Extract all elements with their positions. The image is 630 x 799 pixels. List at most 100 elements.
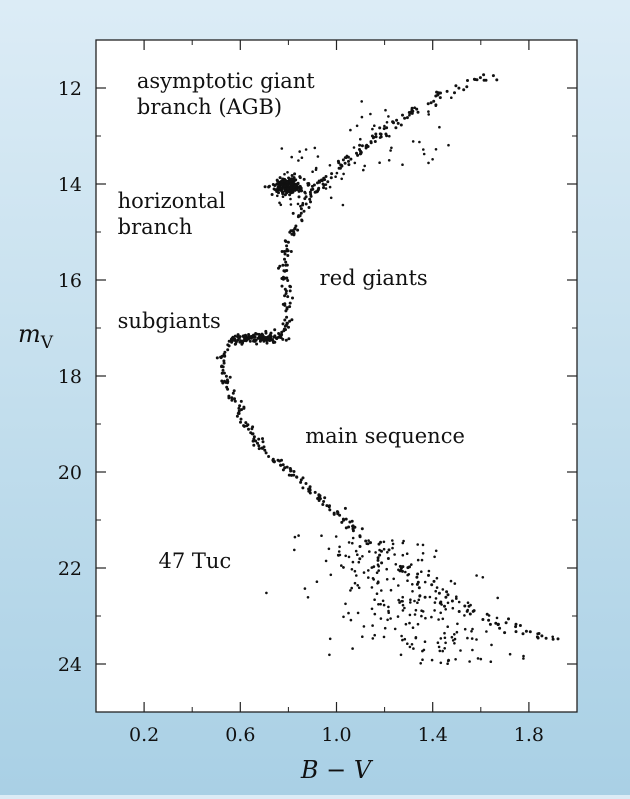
star-point [434,104,438,107]
star-point [294,178,297,182]
star-point [496,622,500,626]
annotation-agb: asymptotic giant branch (AGB) [137,69,315,119]
star-point [377,569,381,572]
star-point [383,626,387,630]
star-point [308,485,312,489]
star-point [233,399,237,403]
star-point [324,175,328,178]
star-point [312,183,316,187]
star-point [453,633,456,636]
star-point [264,331,268,335]
star-point [397,584,400,587]
star-point [356,553,359,556]
star-point [304,192,307,195]
star-point [293,227,297,231]
star-point [252,338,256,342]
star-point [423,595,427,599]
star-point [230,340,234,344]
star-point [377,581,380,584]
star-point [380,561,384,565]
star-point [466,608,470,612]
star-point [349,618,353,622]
star-point [430,615,433,619]
star-point [353,161,357,165]
star-point [308,491,312,495]
star-point [418,594,422,598]
star-point [328,508,332,512]
star-point [491,74,495,78]
star-point [403,637,407,641]
star-point [335,171,339,175]
star-point [293,535,297,539]
star-point [391,542,395,546]
star-point [332,512,336,516]
star-point [401,595,405,599]
annotation-sg: subgiants [118,309,221,333]
star-point [378,136,382,139]
star-point [283,318,287,322]
y-axis-title: mV [18,320,54,353]
star-point [220,371,224,375]
star-point [358,545,362,548]
star-point [361,635,364,638]
star-point [256,441,259,445]
annotation-line: red giants [320,266,428,290]
star-point [338,545,341,549]
star-point [231,335,235,339]
star-point [391,546,394,550]
star-point [300,219,304,223]
star-point [281,322,285,326]
star-point [260,446,264,450]
star-point [298,214,302,218]
star-point [466,601,470,604]
star-point [281,468,285,472]
star-point [453,91,456,95]
star-point [261,437,264,441]
star-point [286,240,290,244]
star-point [340,564,343,567]
star-point [482,78,486,82]
star-point [231,391,235,395]
star-point [230,398,234,402]
star-point [551,637,555,641]
star-point [498,626,502,630]
annotation-cluster: 47 Tuc [159,549,232,573]
annotation-line: main sequence [305,424,465,448]
star-point [225,378,229,382]
star-point [392,577,396,581]
star-point [248,336,252,340]
star-point [387,159,391,162]
star-point [263,448,267,452]
star-point [393,627,397,631]
star-point [379,540,383,544]
star-point [286,249,290,253]
star-point [288,289,292,293]
star-point [470,630,473,633]
star-point [496,596,500,600]
star-point [293,184,297,188]
star-point [354,549,358,553]
annotation-line: branch (AGB) [137,95,282,119]
star-point [408,621,411,625]
star-point [420,609,423,612]
star-point [364,144,368,148]
star-point [362,625,366,628]
annotation-line: 47 Tuc [159,549,232,573]
star-point [324,559,328,563]
star-point [264,451,268,455]
star-point [267,184,271,188]
star-point [382,540,386,544]
star-point [397,598,401,602]
star-point [299,480,303,484]
star-point [443,647,447,650]
star-point [280,183,284,187]
x-tick-label: 1.8 [514,724,544,746]
star-point [374,132,378,136]
star-point [394,126,398,130]
star-point [268,337,272,340]
star-point [415,107,419,111]
star-point [281,463,285,467]
star-point [503,631,507,635]
star-point [388,134,391,138]
star-point [417,598,421,602]
